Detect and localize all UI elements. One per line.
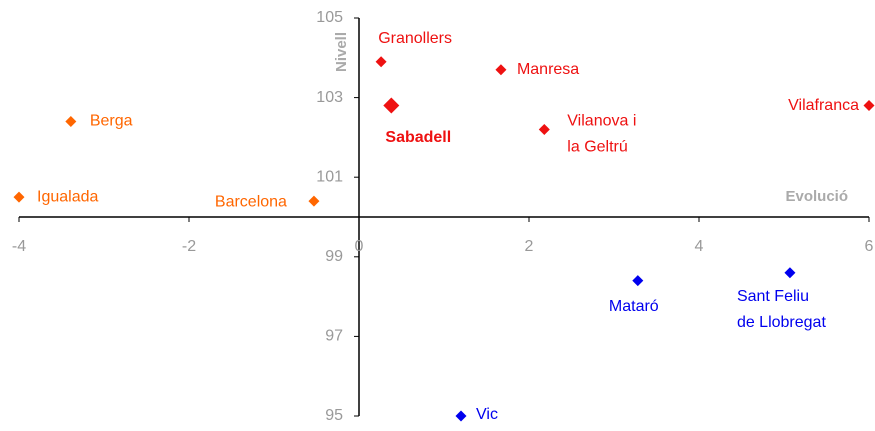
x-tick-label: 4 [695, 238, 704, 255]
point-label: Igualada [37, 188, 98, 205]
y-tick-label: 103 [316, 89, 343, 106]
point-label: Vic [476, 406, 498, 423]
point [13, 191, 25, 203]
point [632, 275, 644, 287]
point [375, 56, 387, 68]
y-axis-title: Nivell [333, 32, 350, 72]
point [784, 267, 796, 279]
point-label: Vilanova i [567, 113, 636, 130]
point-label: la Geltrú [567, 139, 627, 156]
x-tick-label: 6 [865, 238, 874, 255]
y-tick-label: 99 [325, 248, 343, 265]
point-label: Berga [90, 113, 133, 130]
y-tick-label: 105 [316, 9, 343, 26]
point-label: Sabadell [385, 129, 451, 146]
y-tick-label: 101 [316, 168, 343, 185]
point-label: Vilafranca [788, 97, 859, 114]
point [455, 410, 467, 422]
x-tick-label: 2 [525, 238, 534, 255]
point [308, 195, 320, 207]
y-tick-label: 95 [325, 407, 343, 424]
point [65, 115, 77, 127]
point-label: Barcelona [215, 193, 287, 210]
point-label: de Llobregat [737, 314, 827, 331]
point-label: Granollers [378, 30, 452, 47]
point-label: Mataró [609, 298, 659, 315]
x-tick-label: 0 [355, 238, 364, 255]
point [863, 100, 875, 112]
point [495, 64, 507, 76]
point-label: Manresa [517, 61, 579, 78]
point [383, 97, 400, 114]
x-axis-title: Evolució [785, 188, 848, 205]
y-tick-label: 97 [325, 328, 343, 345]
point-label: Sant Feliu [737, 288, 809, 305]
x-tick-label: -2 [182, 238, 196, 255]
x-tick-label: -4 [12, 238, 26, 255]
point [538, 123, 550, 135]
